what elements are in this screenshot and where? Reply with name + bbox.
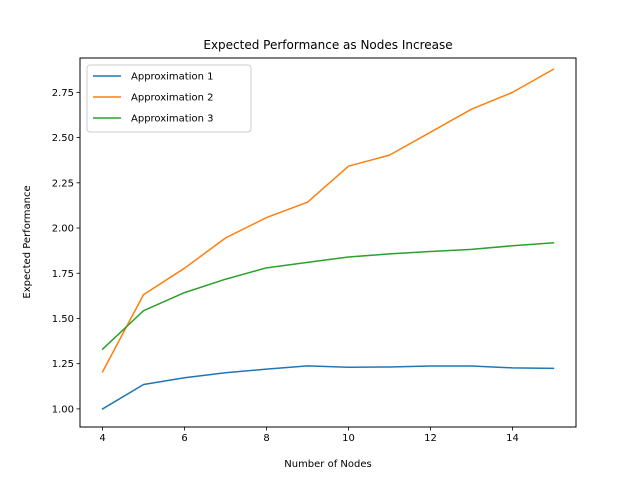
x-tick-label: 8 <box>263 433 269 444</box>
y-tick-label: 2.00 <box>52 224 74 235</box>
chart-title: Expected Performance as Nodes Increase <box>203 38 452 52</box>
x-tick-label: 14 <box>506 433 519 444</box>
x-axis-ticks: 4 6 8 10 12 14 <box>99 427 519 444</box>
x-tick-label: 6 <box>181 433 187 444</box>
x-tick-label: 12 <box>424 433 437 444</box>
y-axis-label: Expected Performance <box>22 185 33 298</box>
legend: Approximation 1 Approximation 2 Approximat… <box>86 64 252 133</box>
y-tick-label: 2.75 <box>52 88 74 99</box>
plot-area <box>101 68 555 410</box>
y-tick-label: 2.50 <box>52 133 74 144</box>
series-line-2 <box>101 68 555 373</box>
y-tick-label: 1.50 <box>52 314 74 325</box>
x-tick-label: 4 <box>99 433 105 444</box>
x-tick-label: 10 <box>342 433 355 444</box>
x-axis-label: Number of Nodes <box>284 459 371 470</box>
y-axis-ticks: 1.00 1.25 1.50 1.75 2.00 2.25 2.50 2.75 <box>52 88 80 415</box>
y-tick-label: 2.25 <box>52 178 74 189</box>
y-tick-label: 1.00 <box>52 404 74 415</box>
y-tick-label: 1.75 <box>52 269 74 280</box>
legend-frame <box>86 64 252 133</box>
series-line-3 <box>101 242 555 351</box>
legend-label-3: Approximation 3 <box>131 114 214 125</box>
legend-label-1: Approximation 1 <box>131 72 214 83</box>
legend-label-2: Approximation 2 <box>131 93 214 104</box>
series-line-1 <box>101 365 555 410</box>
y-tick-label: 1.25 <box>52 359 74 370</box>
axes-frame <box>79 57 577 428</box>
